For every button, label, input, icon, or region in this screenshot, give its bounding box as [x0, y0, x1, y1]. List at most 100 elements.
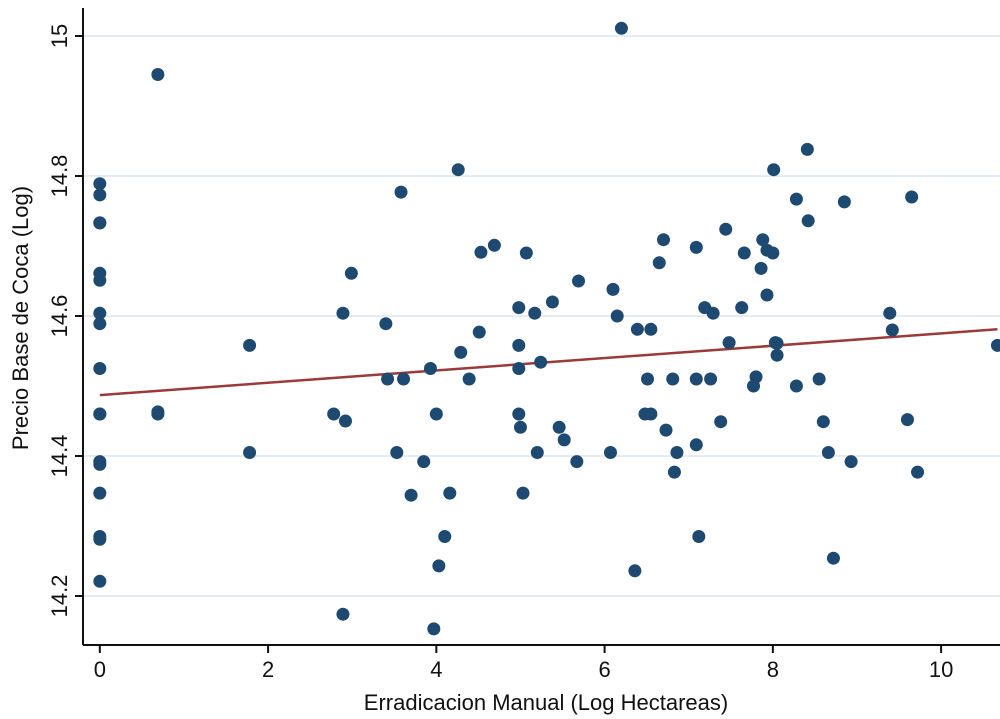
data-point [722, 336, 736, 350]
data-point [704, 372, 718, 386]
data-point [737, 246, 751, 260]
data-point [432, 559, 446, 573]
data-point [641, 372, 655, 386]
data-point [666, 372, 680, 386]
data-point [381, 372, 395, 386]
data-point [572, 274, 586, 288]
x-tick-label: 6 [598, 657, 610, 682]
data-point [767, 163, 781, 177]
data-point [821, 446, 835, 459]
data-point [844, 455, 858, 469]
data-point [534, 355, 548, 369]
data-point [344, 266, 358, 280]
data-point [379, 317, 393, 331]
data-point [151, 407, 165, 421]
data-point [512, 338, 526, 352]
data-point [659, 423, 673, 437]
data-point [644, 322, 658, 336]
data-point [530, 446, 544, 459]
data-point [770, 336, 784, 350]
data-point [735, 301, 749, 315]
x-axis-title: Erradicacion Manual (Log Hectareas) [364, 690, 728, 715]
data-point [397, 372, 411, 386]
data-point [900, 413, 914, 427]
data-point [417, 455, 431, 469]
data-points [93, 21, 1000, 636]
data-point [557, 433, 571, 447]
data-point [826, 551, 840, 565]
data-point [512, 407, 526, 421]
data-point [429, 407, 443, 421]
data-point [749, 370, 763, 384]
data-point [93, 216, 107, 230]
data-point [614, 21, 628, 35]
data-point [93, 177, 107, 191]
data-point [454, 345, 468, 359]
data-point [911, 465, 925, 479]
data-point [606, 282, 620, 296]
data-point [93, 407, 107, 421]
data-point [689, 240, 703, 254]
data-point [327, 407, 341, 421]
data-point [93, 574, 107, 588]
data-point [789, 192, 803, 206]
data-point [404, 488, 418, 502]
data-point [885, 323, 899, 337]
data-point [760, 288, 774, 302]
y-tick-label: 15 [47, 24, 72, 48]
data-point [243, 338, 257, 352]
data-point [512, 301, 526, 315]
data-point [93, 532, 107, 546]
data-point [801, 214, 815, 228]
data-point [816, 415, 830, 429]
data-point [603, 446, 617, 459]
data-point [667, 465, 681, 479]
data-point [462, 372, 476, 386]
x-tick-label: 4 [430, 657, 442, 682]
data-point [151, 68, 165, 81]
data-point [336, 607, 350, 621]
data-point [754, 261, 768, 275]
data-point [427, 622, 441, 636]
y-tick-label: 14.2 [47, 575, 72, 618]
axes [82, 8, 1000, 646]
data-point [610, 309, 624, 323]
data-point [766, 246, 780, 260]
data-point [644, 407, 658, 421]
data-point [905, 190, 919, 204]
data-point [689, 438, 703, 452]
ticks: 14.2 14.4 14.6 14.8 15 0 2 4 6 8 10 [47, 24, 953, 682]
data-point [474, 245, 488, 259]
data-point [519, 246, 533, 260]
data-point [789, 379, 803, 393]
fit-line-layer [99, 328, 998, 397]
data-point [770, 348, 784, 362]
y-axis-title: Precio Base de Coca (Log) [8, 186, 33, 450]
data-point [837, 195, 851, 209]
data-point [516, 486, 530, 500]
data-point [93, 457, 107, 471]
x-tick-label: 8 [767, 657, 779, 682]
gridlines [83, 35, 1000, 597]
data-point [513, 420, 527, 434]
data-point [93, 306, 107, 320]
data-point [656, 233, 670, 247]
data-point [706, 306, 720, 320]
x-tick-label: 10 [929, 657, 953, 682]
data-point [812, 372, 826, 386]
data-point [93, 317, 107, 331]
data-point [756, 233, 770, 247]
data-point [93, 188, 107, 202]
data-point [93, 273, 107, 287]
data-point [472, 325, 486, 339]
x-tick-label: 0 [94, 657, 106, 682]
data-point [800, 142, 814, 156]
data-point [883, 306, 897, 320]
data-point [443, 486, 457, 500]
data-point [451, 163, 465, 177]
y-tick-label: 14.6 [47, 295, 72, 338]
data-point [438, 530, 452, 543]
data-point [390, 446, 404, 459]
data-point [570, 455, 584, 469]
